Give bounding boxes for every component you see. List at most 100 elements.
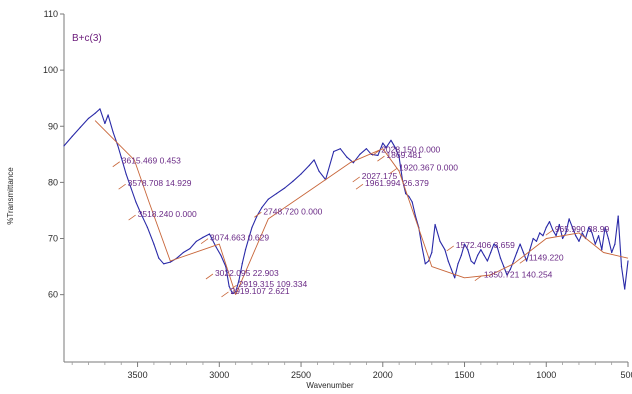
- data-point: [220, 254, 222, 256]
- data-point: [395, 148, 397, 150]
- data-point: [439, 240, 441, 242]
- data-point: [614, 243, 616, 245]
- data-point: [575, 235, 577, 237]
- data-point: [71, 135, 73, 137]
- data-point: [581, 232, 583, 234]
- peak-annotation: 1149.220: [529, 252, 564, 262]
- peak-annotation: 2028.150 0.000: [381, 145, 440, 155]
- annotation-leader: [545, 229, 554, 236]
- data-point: [424, 263, 426, 265]
- annotation-leader: [371, 150, 380, 156]
- data-point: [182, 251, 184, 254]
- peak-annotation: 1869.481: [386, 150, 422, 160]
- annotation-leader: [254, 211, 262, 218]
- data-point: [405, 193, 407, 195]
- data-point: [562, 237, 564, 240]
- data-point: [555, 235, 557, 237]
- data-point: [292, 180, 294, 182]
- data-point: [104, 122, 106, 125]
- data-point: [231, 292, 233, 295]
- data-point: [627, 260, 629, 262]
- data-point: [308, 164, 310, 167]
- data-point: [542, 235, 544, 237]
- data-point: [63, 145, 65, 147]
- peak-annotation: 3578.708 14.929: [128, 178, 192, 188]
- annotation-leader: [229, 284, 237, 291]
- data-point: [447, 260, 449, 262]
- data-point: [604, 226, 606, 228]
- data-point: [195, 240, 198, 242]
- ticks-layer: 60 70 80 90 100 110 3500 3000 2500 2000 1500 1000 50…: [43, 9, 632, 380]
- data-point: [352, 162, 354, 164]
- data-point: [477, 254, 479, 256]
- data-point: [454, 277, 456, 279]
- peak-annotation: 3074.663 0.629: [210, 233, 269, 243]
- data-point: [460, 254, 462, 256]
- peak-annotation: 1961.994 26.379: [365, 178, 429, 188]
- peak-annotation: 1350.721 140.254: [484, 270, 553, 280]
- data-point: [434, 223, 436, 226]
- data-point: [382, 142, 384, 144]
- data-point: [457, 263, 459, 265]
- data-point: [473, 263, 475, 265]
- data-point: [275, 193, 278, 195]
- data-point: [535, 240, 538, 242]
- data-point: [558, 223, 560, 226]
- peak-annotation: 3615.469 0.453: [122, 156, 181, 166]
- y-tick-label: 110: [44, 9, 58, 19]
- y-tick-label: 80: [48, 177, 58, 187]
- peak-annotation: 2027.175: [362, 171, 398, 181]
- annotation-leader: [474, 275, 483, 282]
- peak-annotation: 3022.095 22.903: [215, 268, 279, 278]
- annotation-leader: [205, 273, 214, 280]
- peak-annotation: 1572.406 3.659: [456, 240, 515, 250]
- data-point: [238, 280, 240, 282]
- data-point: [548, 221, 551, 223]
- data-point: [486, 260, 489, 262]
- peak-annotation: 3518.240 0.000: [138, 209, 197, 219]
- data-point: [529, 249, 531, 251]
- annotation-leader: [221, 291, 229, 298]
- data-point: [444, 249, 446, 251]
- data-point: [135, 201, 137, 203]
- x-tick-label: 500: [620, 370, 632, 380]
- data-point: [99, 108, 101, 110]
- annotation-leader: [355, 183, 364, 190]
- data-point: [499, 257, 502, 259]
- data-point: [346, 156, 348, 158]
- peak-annotation: 2919.107 2.621: [230, 286, 289, 296]
- data-point: [169, 261, 171, 263]
- data-point: [568, 218, 570, 220]
- data-point: [617, 215, 619, 217]
- data-point: [94, 112, 96, 114]
- x-tick-label: 1500: [455, 370, 475, 380]
- annotation-leader: [128, 214, 136, 221]
- series-layer: [63, 108, 629, 296]
- data-point: [87, 117, 90, 119]
- annotation-leader: [118, 183, 126, 190]
- baseline-line: [94, 120, 629, 296]
- data-point: [470, 260, 472, 262]
- data-point: [565, 232, 567, 234]
- x-tick-label: 2000: [373, 370, 393, 380]
- data-point: [248, 237, 250, 240]
- data-point: [506, 274, 508, 276]
- data-point: [607, 237, 609, 240]
- data-point: [215, 246, 217, 248]
- annotation-leader: [200, 238, 209, 244]
- data-point: [202, 236, 204, 238]
- data-point: [107, 114, 109, 116]
- data-point: [284, 187, 286, 189]
- data-point: [228, 285, 230, 287]
- x-tick-label: 3000: [209, 370, 229, 380]
- data-point: [130, 187, 132, 189]
- data-point: [163, 263, 165, 265]
- data-point: [79, 126, 81, 128]
- data-point: [431, 251, 433, 254]
- data-point: [597, 235, 600, 237]
- data-point: [532, 237, 534, 240]
- y-axis-label: %Transmittance: [6, 167, 15, 225]
- annotation-leader: [377, 155, 385, 162]
- data-point: [493, 243, 495, 245]
